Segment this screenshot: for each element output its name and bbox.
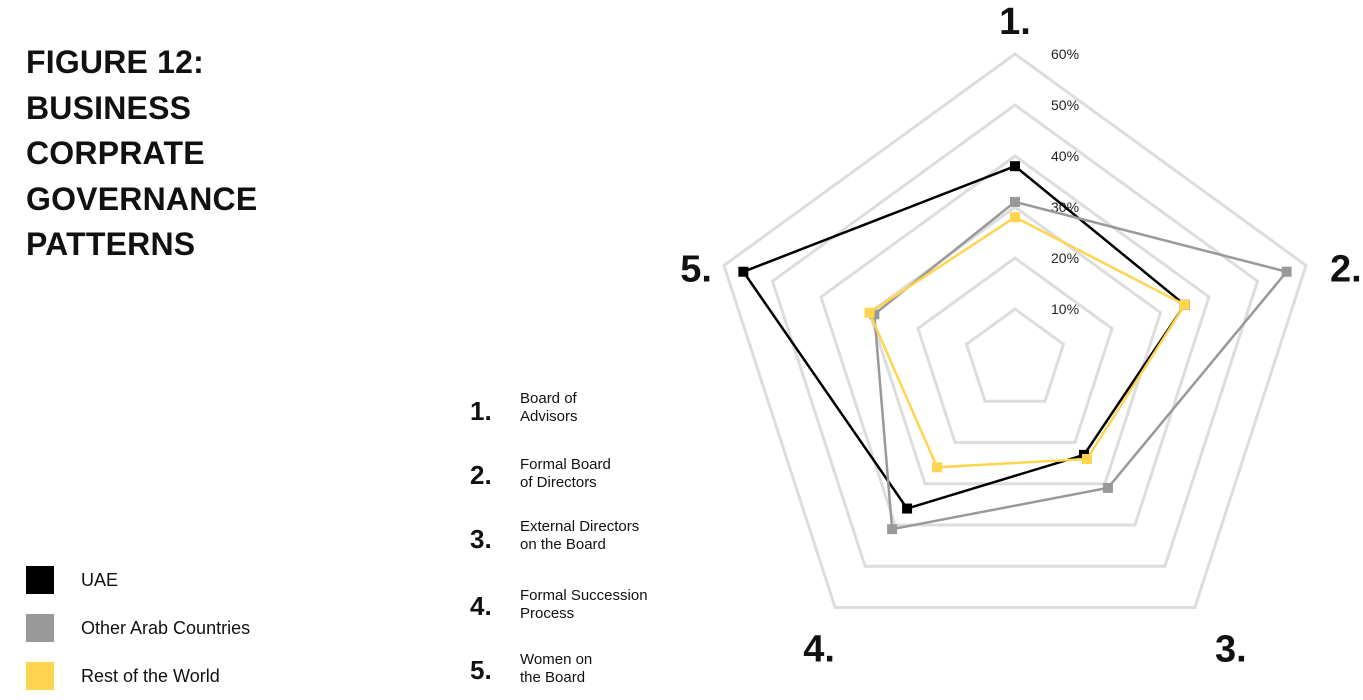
series-line (867, 215, 1187, 469)
ring-tick-label: 10% (1051, 301, 1079, 317)
axis-label: 4. (803, 629, 835, 671)
legend-label: Other Arab Countries (81, 617, 251, 638)
category-number: 4. (470, 591, 492, 621)
series-line (741, 164, 1187, 510)
legend-swatch-uae (26, 566, 54, 594)
legend-swatch-other-arab (26, 614, 54, 642)
category-number: 5. (470, 655, 492, 685)
ring-tick-label: 60% (1051, 46, 1079, 62)
data-point (864, 307, 875, 318)
title-line: FIGURE 12: (26, 44, 205, 80)
grid-ring (964, 307, 1066, 403)
category-text: Board of Advisors (520, 390, 700, 426)
category-line: of Directors (520, 474, 597, 491)
category-line: Board of (520, 390, 577, 407)
title-line: GOVERNANCE (26, 180, 258, 217)
data-point (1010, 161, 1020, 172)
grid-ring (722, 52, 1308, 610)
axis-label: 1. (999, 1, 1031, 43)
category-line: on the Board (520, 536, 606, 553)
category-text: Women on the Board (520, 651, 700, 687)
category-line: the Board (520, 669, 586, 686)
data-point (1010, 196, 1020, 207)
data-point (887, 524, 898, 535)
data-point (738, 266, 749, 277)
data-point (1010, 212, 1020, 223)
legend-swatch-rest-of-world (26, 662, 54, 690)
category-line: Advisors (520, 408, 578, 425)
category-line: Formal Board (520, 456, 611, 473)
axis-label: 2. (1330, 248, 1362, 290)
grid-ring (867, 205, 1163, 486)
title-line: BUSINESS (26, 89, 192, 126)
title-line: PATTERNS (26, 226, 196, 262)
legend-item-other-arab: Other Arab Countries (26, 604, 250, 652)
category-line: External Directors (520, 518, 640, 535)
data-point (902, 503, 913, 514)
category-number: 1. (470, 396, 492, 426)
title-line: CORPRATE (26, 135, 205, 171)
data-point (1179, 299, 1190, 310)
data-point (1081, 454, 1092, 465)
legend-item-uae: UAE (26, 556, 250, 604)
ring-tick-label: 20% (1051, 250, 1079, 266)
ring-tick-label: 50% (1051, 97, 1079, 113)
ring-tick-label: 40% (1051, 148, 1079, 164)
figure-title: FIGURE 12: BUSINESS CORPRATE GOVERNANCE … (26, 40, 326, 268)
grid-ring (770, 103, 1260, 568)
data-point (1281, 266, 1292, 277)
legend-item-rest-of-world: Rest of the World (26, 652, 250, 700)
data-point (932, 462, 943, 473)
category-number: 3. (470, 524, 492, 554)
category-text: Formal Board of Directors (520, 456, 700, 492)
category-line: Formal Succession (520, 587, 648, 604)
axis-label: 3. (1215, 629, 1247, 671)
category-text: External Directors on the Board (520, 518, 700, 554)
data-point (1102, 482, 1113, 493)
legend-label: UAE (81, 569, 119, 590)
grid-ring (819, 154, 1211, 527)
legend-label: Rest of the World (81, 665, 220, 686)
category-line: Women on (520, 651, 593, 668)
legend: UAE Other Arab Countries Rest of the Wor… (26, 556, 250, 700)
category-line: Process (520, 605, 575, 622)
category-number: 2. (470, 460, 492, 490)
axis-label: 5. (680, 248, 712, 290)
grid-ring (916, 256, 1114, 445)
category-text: Formal Succession Process (520, 587, 700, 623)
